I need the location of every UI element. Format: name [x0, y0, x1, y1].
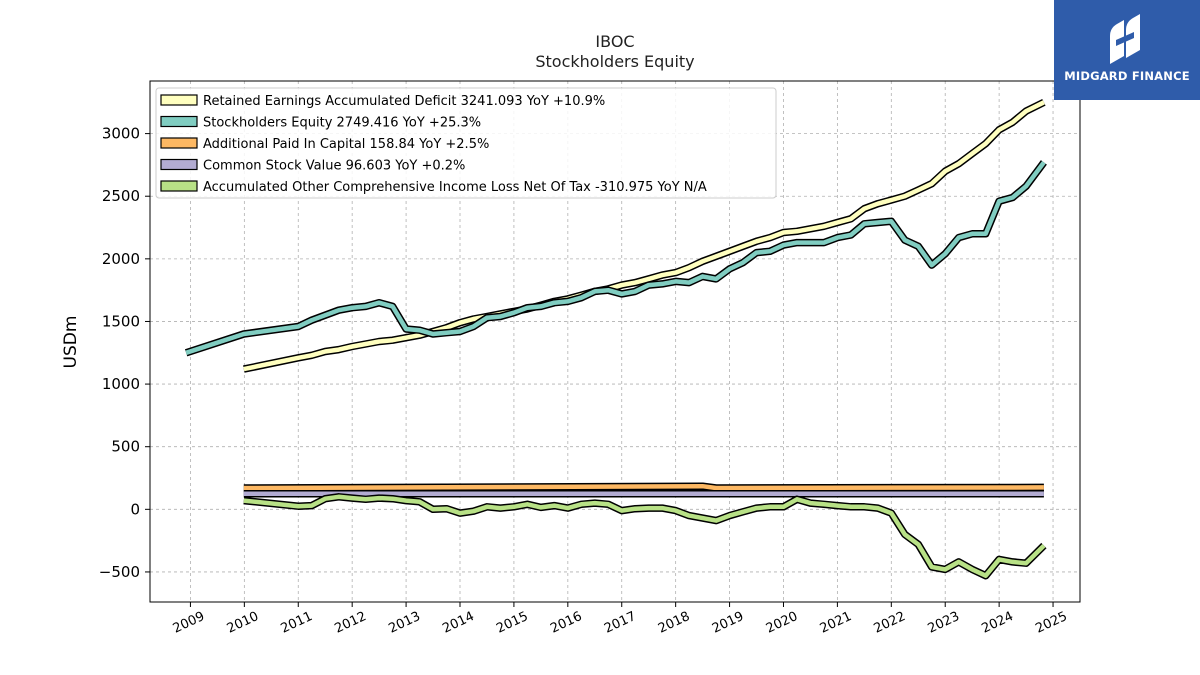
y-tick-label: 3000 [102, 125, 140, 143]
chart-subtitle: Stockholders Equity [535, 52, 695, 71]
y-tick-label: 2000 [102, 250, 140, 268]
x-tick-label: 2014 [440, 609, 476, 637]
legend-label-0: Retained Earnings Accumulated Deficit 32… [203, 94, 605, 109]
x-tick-label: 2017 [602, 609, 638, 637]
x-tick-label: 2011 [279, 609, 315, 637]
y-axis-label: USDm [61, 316, 81, 369]
x-tick-label: 2020 [764, 609, 800, 637]
logo-mark-icon [1110, 14, 1140, 64]
x-tick-label: 2013 [386, 609, 422, 637]
legend-swatch-0 [160, 94, 198, 106]
y-tick-label: 2500 [102, 187, 140, 205]
x-tick-label: 2025 [1033, 609, 1069, 637]
y-tick-label: 0 [130, 500, 140, 518]
x-tick-label: 2010 [225, 609, 261, 637]
chart-title: IBOC [595, 32, 635, 51]
y-tick-label: 500 [111, 438, 140, 456]
x-tick-label: 2018 [656, 609, 692, 637]
series-line-1 [185, 161, 1046, 355]
legend-label-2: Additional Paid In Capital 158.84 YoY +2… [203, 137, 489, 152]
x-tick-label: 2009 [171, 609, 207, 637]
legend-swatch-4 [160, 180, 198, 192]
legend-label-4: Accumulated Other Comprehensive Income L… [203, 180, 707, 195]
legend[interactable]: Retained Earnings Accumulated Deficit 32… [155, 87, 777, 199]
series-line-0 [243, 100, 1045, 372]
series-line-2 [243, 483, 1044, 491]
y-tick-label: 1000 [102, 375, 140, 393]
legend-swatch-1 [160, 115, 198, 128]
x-tick-label: 2012 [333, 609, 369, 637]
x-tick-label: 2016 [548, 609, 584, 637]
x-tick-label: 2022 [872, 609, 908, 637]
plot-frame [149, 80, 1081, 603]
x-tick-label: 2015 [494, 609, 530, 637]
x-tick-label: 2024 [979, 609, 1015, 637]
x-tick-label: 2019 [710, 609, 746, 637]
legend-label-3: Common Stock Value 96.603 YoY +0.2% [203, 159, 465, 174]
series-layer [184, 98, 1047, 580]
legend-swatch-3 [160, 158, 198, 171]
y-tick-label: −500 [99, 563, 140, 581]
y-tick-label: 1500 [102, 312, 140, 330]
legend-label-1: Stockholders Equity 2749.416 YoY +25.3% [203, 116, 481, 131]
midgard-finance-logo: MIDGARD FINANCE [1054, 0, 1200, 100]
series-line-4 [243, 494, 1046, 578]
x-tick-label: 2023 [926, 609, 962, 637]
axis-ticks: 2009 2010 2011 2012 2013 2014 2015 2016 2017 2018… [99, 125, 1070, 637]
legend-box [155, 87, 777, 199]
x-tick-label: 2021 [818, 609, 854, 637]
logo-text: MIDGARD FINANCE [1064, 69, 1190, 83]
legend-swatch-2 [160, 137, 198, 149]
